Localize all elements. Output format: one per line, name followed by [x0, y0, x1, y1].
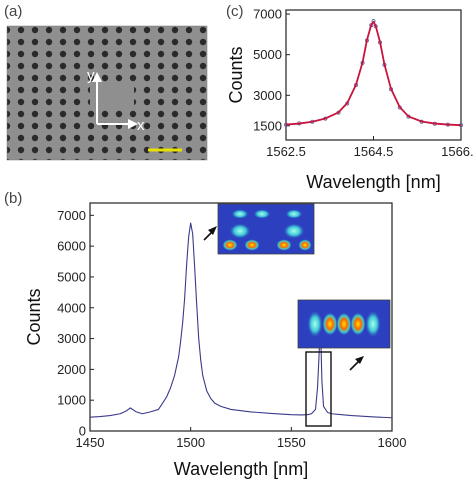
x-axis-label: x — [137, 117, 145, 134]
sem-image: y x — [6, 25, 208, 161]
x-tick-label: 1450 — [76, 435, 105, 450]
y-axis-label: y — [87, 67, 95, 84]
peak-highlight-box — [305, 351, 332, 427]
plot-frame — [89, 202, 393, 432]
x-tick-label: 1500 — [176, 435, 205, 450]
y-tick-label: 1500 — [253, 118, 282, 133]
inset-arrow-2 — [349, 356, 364, 371]
chart-c: 1562.5 1564.5 1566.5 1500 3000 5000 7000 Wavele… — [226, 7, 474, 192]
y-tick-label: 0 — [79, 424, 86, 439]
panel-b-label: (b) — [4, 190, 22, 207]
y-tick-label: 1000 — [57, 393, 86, 408]
y-tick-label: 7000 — [57, 208, 86, 223]
panel-a-label: (a) — [4, 3, 22, 20]
x-axis-title: Wavelength [nm] — [306, 172, 440, 192]
y-axis-title: Counts — [226, 46, 246, 103]
mode-inset-1564 — [297, 299, 391, 349]
y-tick-label: 6000 — [57, 239, 86, 254]
x-tick-label: 1562.5 — [266, 144, 306, 159]
y-tick-label: 2000 — [57, 362, 86, 377]
x-tick-label: 1550 — [277, 435, 306, 450]
mode-inset-1500 — [217, 203, 315, 255]
y-tick-label: 3000 — [253, 88, 282, 103]
inset-arrow-1 — [203, 226, 217, 241]
axis-arrows — [92, 72, 138, 129]
x-tick-label: 1566.5 — [441, 144, 474, 159]
y-tick-label: 7000 — [253, 7, 282, 22]
y-tick-label: 5000 — [57, 269, 86, 284]
y-axis-title: Counts — [24, 288, 44, 345]
fit-line — [285, 20, 462, 127]
y-tick-label: 4000 — [57, 300, 86, 315]
y-tick-label: 5000 — [253, 47, 282, 62]
x-axis-title: Wavelength [nm] — [174, 459, 308, 479]
x-tick-label: 1600 — [378, 435, 407, 450]
panel-c-label: (c) — [226, 3, 244, 20]
y-tick-label: 3000 — [57, 331, 86, 346]
x-tick-label: 1564.5 — [354, 144, 394, 159]
